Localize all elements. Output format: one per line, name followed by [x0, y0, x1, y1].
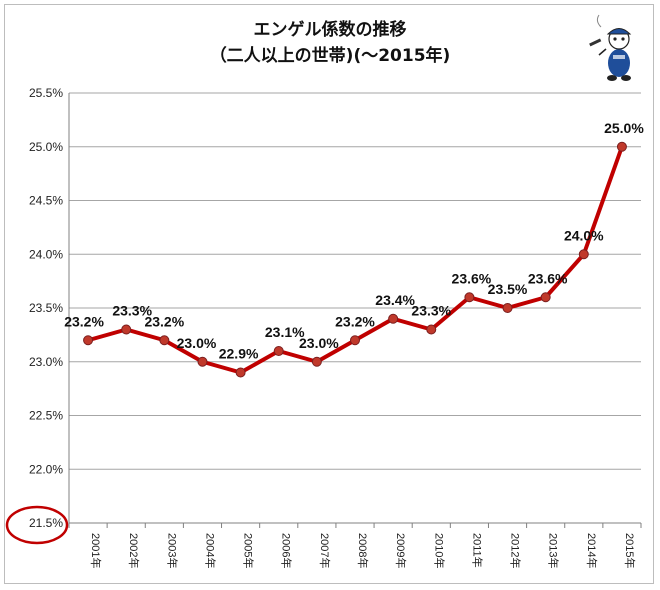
data-label: 23.3%: [411, 303, 451, 319]
data-label: 23.2%: [64, 313, 104, 329]
data-label: 23.3%: [112, 303, 152, 319]
data-point: [540, 292, 551, 303]
x-tick-label: 2001年: [89, 533, 103, 568]
x-tick-label: 2015年: [623, 533, 637, 568]
y-tick-label: 24.5%: [29, 194, 63, 208]
mascot-icon: [589, 14, 632, 81]
data-label: 23.0%: [299, 335, 339, 351]
data-label: 23.2%: [144, 313, 184, 329]
x-tick-label: 2011年: [470, 533, 484, 568]
x-tick-label: 2005年: [242, 533, 256, 568]
data-point: [578, 249, 589, 260]
data-label: 23.4%: [375, 292, 415, 308]
series-line: [83, 141, 627, 378]
chart-title: エンゲル係数の推移 （二人以上の世帯)(〜2015年): [210, 19, 451, 66]
annotation: [5, 505, 69, 545]
y-tick-label: 22.0%: [29, 462, 63, 476]
data-label: 23.0%: [177, 335, 217, 351]
data-point: [426, 324, 437, 335]
x-tick-label: 2002年: [127, 533, 141, 568]
data-point: [83, 335, 94, 346]
x-tick-label: 2013年: [547, 533, 561, 568]
data-point: [502, 303, 513, 313]
chart-frame: エンゲル係数の推移 （二人以上の世帯)(〜2015年) 21.5% 22.0% 22.…: [4, 4, 654, 584]
data-label: 23.6%: [528, 270, 568, 286]
data-point: [235, 367, 246, 378]
x-tick-label: 2006年: [280, 533, 294, 568]
data-point: [197, 356, 208, 367]
x-tick-label: 2008年: [356, 533, 370, 568]
data-label: 22.9%: [219, 346, 259, 362]
x-tick-label: 2007年: [318, 533, 332, 568]
data-labels: 23.2%23.3%23.2%23.0%22.9%23.1%23.0%23.2%…: [64, 120, 644, 362]
y-tick-label: 21.5%: [29, 516, 63, 530]
data-label: 25.0%: [604, 120, 644, 136]
y-tick-label: 25.0%: [29, 140, 63, 154]
y-tick-label: 24.0%: [29, 247, 63, 261]
y-tick-label: 23.5%: [29, 301, 63, 315]
y-tick-label: 22.5%: [29, 409, 63, 423]
data-point: [616, 141, 627, 152]
data-point: [273, 346, 284, 356]
data-point: [388, 313, 399, 324]
data-label: 23.6%: [452, 270, 492, 286]
title-line-2: （二人以上の世帯)(〜2015年): [210, 45, 451, 66]
data-point: [311, 356, 322, 367]
x-tick-label: 2010年: [432, 533, 446, 568]
x-tick-label: 2003年: [165, 533, 179, 568]
x-axis-ticks: 2001年 2002年 2003年 2004年 2005年 2006年 2007年 2008年…: [89, 533, 637, 568]
axes: [68, 93, 642, 528]
highlight-circle: [5, 505, 69, 545]
data-label: 23.1%: [265, 324, 305, 340]
x-tick-label: 2004年: [203, 533, 217, 568]
data-label: 23.5%: [488, 281, 528, 297]
y-axis-ticks: 21.5% 22.0% 22.5% 23.0% 23.5% 24.0% 24.5% 25.0%…: [29, 86, 63, 530]
x-tick-label: 2012年: [509, 533, 523, 568]
data-point: [464, 292, 475, 303]
x-tick-label: 2014年: [585, 533, 599, 568]
data-point: [159, 335, 170, 346]
data-point: [350, 335, 360, 346]
x-tick-label: 2009年: [394, 533, 408, 568]
data-point: [121, 324, 132, 335]
data-label: 24.0%: [564, 227, 604, 243]
data-label: 23.2%: [335, 313, 375, 329]
y-tick-label: 23.0%: [29, 355, 63, 369]
line-chart: エンゲル係数の推移 （二人以上の世帯)(〜2015年) 21.5% 22.0% 22.…: [5, 14, 644, 568]
y-tick-label: 25.5%: [29, 86, 63, 100]
title-line-1: エンゲル係数の推移: [254, 19, 407, 40]
gridlines: [69, 92, 641, 524]
